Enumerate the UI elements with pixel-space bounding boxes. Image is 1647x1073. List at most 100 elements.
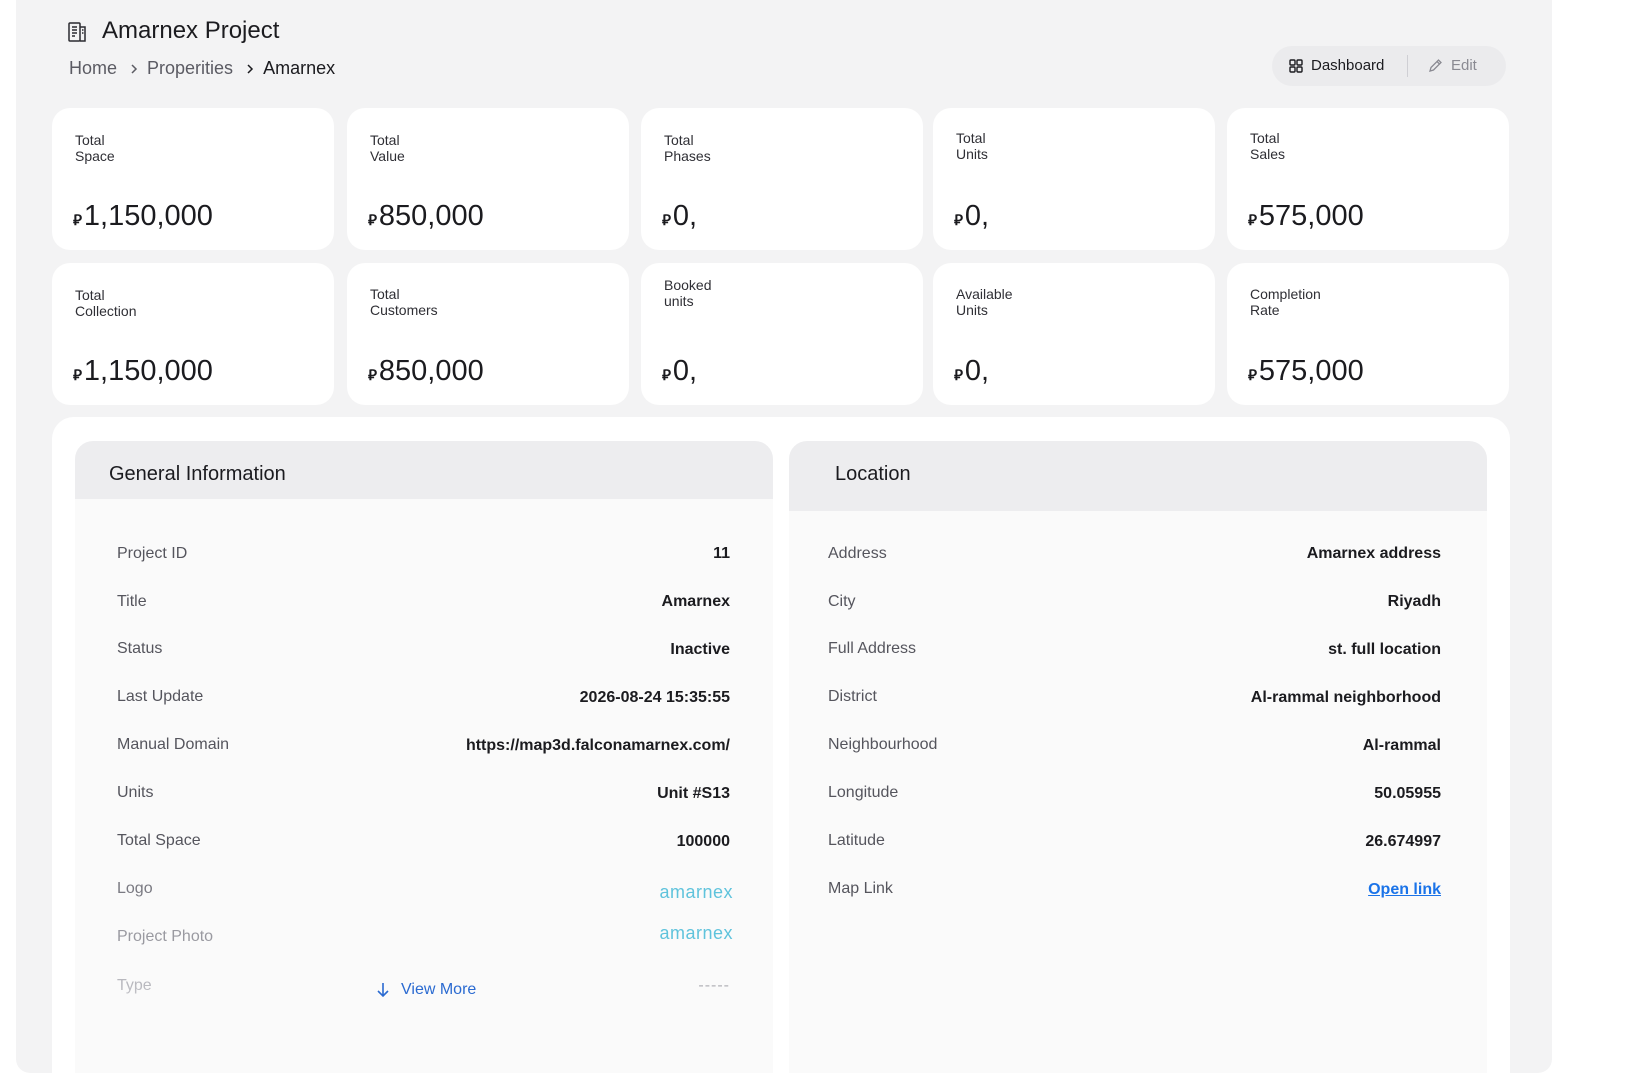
stat-card-total-units: Total Units ⃁ 0,: [933, 108, 1215, 250]
stat-card-total-collection: Total Collection ⃁ 1,150,000: [52, 263, 334, 405]
arrow-down-icon: [377, 983, 389, 998]
general-information-panel: General Information Project ID 11 Title …: [75, 441, 773, 1073]
location-panel: Location Address Amarnex address City Ri…: [789, 441, 1487, 1073]
stat-value: ⃁ 1,150,000: [73, 200, 213, 233]
stat-number: 850,000: [378, 355, 484, 387]
stat-label: Total Collection: [75, 287, 137, 319]
row-label: Full Address: [828, 640, 917, 657]
page-title: Amarnex Project: [102, 17, 280, 44]
stat-label: Completion Rate: [1250, 286, 1321, 318]
currency-icon: ⃁: [73, 212, 82, 229]
breadcrumb: Home Properities Amarnex: [69, 58, 335, 79]
row-label: Total Space: [117, 832, 201, 849]
dashboard-label: Dashboard: [1311, 57, 1385, 74]
row-label: Logo: [117, 880, 153, 897]
row-value: Riyadh: [1387, 593, 1441, 610]
edit-button[interactable]: Edit: [1428, 57, 1477, 74]
stat-card-total-sales: Total Sales ⃁ 575,000: [1227, 108, 1509, 250]
stat-number: 0,: [964, 355, 990, 387]
stat-label: Total Customers: [370, 286, 438, 318]
details-container: General Information Project ID 11 Title …: [52, 417, 1510, 1073]
row-label: Map Link: [828, 880, 893, 897]
row-label: Latitude: [828, 832, 885, 849]
row-label: District: [828, 688, 877, 705]
stat-label: Total Units: [956, 130, 988, 162]
stat-card-available-units: Available Units ⃁ 0,: [933, 263, 1215, 405]
view-more-label: View More: [401, 981, 477, 998]
stat-label: Total Sales: [1250, 130, 1286, 162]
row-value: st. full location: [1328, 641, 1441, 658]
currency-icon: ⃁: [368, 212, 377, 229]
stat-card-total-value: Total Value ⃁ 850,000: [347, 108, 629, 250]
row-label: Title: [117, 593, 147, 610]
stat-label: Total Space: [75, 132, 115, 164]
row-value: Al-rammal neighborhood: [1250, 689, 1441, 706]
stat-number: 575,000: [1258, 200, 1364, 232]
currency-icon: ⃁: [368, 367, 377, 384]
row-value: 11: [713, 545, 730, 562]
stat-number: 0,: [964, 200, 990, 232]
currency-icon: ⃁: [662, 212, 671, 229]
stat-number: 0,: [672, 355, 698, 387]
row-value: Unit #S13: [657, 785, 730, 802]
stat-label: Booked units: [664, 277, 712, 309]
row-label: Last Update: [117, 688, 204, 705]
currency-icon: ⃁: [954, 367, 963, 384]
header-actions: Dashboard Edit: [1272, 46, 1506, 86]
row-value: https://map3d.falconamarnex.com/: [465, 737, 730, 754]
currency-icon: ⃁: [73, 367, 82, 384]
page: Amarnex Project Home Properities Amarnex…: [16, 0, 1552, 1073]
grid-icon: [1289, 58, 1303, 73]
open-map-link[interactable]: Open link: [1368, 881, 1441, 898]
row-value: 50.05955: [1374, 785, 1441, 802]
breadcrumb-current: Amarnex: [263, 58, 336, 78]
stat-value: ⃁ 575,000: [1248, 355, 1364, 388]
row-value: Amarnex: [661, 593, 730, 610]
stat-value: ⃁ 0,: [954, 200, 989, 233]
stat-card-booked-units: Booked units ⃁ 0,: [641, 263, 923, 405]
row-value: 26.674997: [1365, 833, 1441, 850]
view-more-button[interactable]: View More: [375, 981, 476, 999]
stat-number: 575,000: [1258, 355, 1364, 387]
row-value: Amarnex address: [1306, 545, 1441, 562]
breadcrumb-home[interactable]: Home: [69, 58, 118, 78]
breadcrumb-properties[interactable]: Properities: [147, 58, 234, 78]
row-label: Address: [828, 545, 887, 562]
row-value: Inactive: [670, 641, 730, 658]
dashboard-button[interactable]: Dashboard: [1289, 57, 1384, 74]
stat-card-total-phases: Total Phases ⃁ 0,: [641, 108, 923, 250]
row-value: -----: [698, 977, 730, 994]
stat-label: Total Value: [370, 132, 405, 164]
currency-icon: ⃁: [954, 212, 963, 229]
logo-image: amarnex: [659, 882, 733, 902]
building-document-icon: [68, 22, 86, 42]
stat-card-completion-rate: Completion Rate ⃁ 575,000: [1227, 263, 1509, 405]
row-label: Manual Domain: [117, 736, 230, 753]
panel-title: Location: [835, 463, 911, 485]
row-label: Type: [117, 977, 152, 994]
row-label: Longitude: [828, 784, 899, 801]
stat-value: ⃁ 1,150,000: [73, 355, 213, 388]
stat-value: ⃁ 0,: [662, 355, 697, 388]
row-value: 100000: [676, 833, 730, 850]
row-label: City: [828, 593, 856, 610]
stat-number: 0,: [672, 200, 698, 232]
stat-value: ⃁ 850,000: [368, 200, 484, 233]
panel-title: General Information: [109, 463, 286, 485]
stat-card-total-customers: Total Customers ⃁ 850,000: [347, 263, 629, 405]
row-value: 2026-08-24 15:35:55: [579, 689, 730, 706]
edit-label: Edit: [1451, 57, 1477, 74]
row-label: Neighbourhood: [828, 736, 938, 753]
stat-label: Available Units: [956, 286, 1013, 318]
row-label: Project Photo: [117, 928, 214, 945]
panel-header: General Information: [75, 441, 773, 499]
stat-value: ⃁ 0,: [662, 200, 697, 233]
stat-card-total-space: Total Space ⃁ 1,150,000: [52, 108, 334, 250]
stat-value: ⃁ 850,000: [368, 355, 484, 388]
currency-icon: ⃁: [1248, 212, 1257, 229]
pencil-icon: [1429, 59, 1442, 72]
stat-label: Total Phases: [664, 132, 711, 164]
project-photo-image: amarnex: [659, 923, 733, 943]
stat-number: 1,150,000: [83, 200, 213, 232]
stat-value: ⃁ 575,000: [1248, 200, 1364, 233]
